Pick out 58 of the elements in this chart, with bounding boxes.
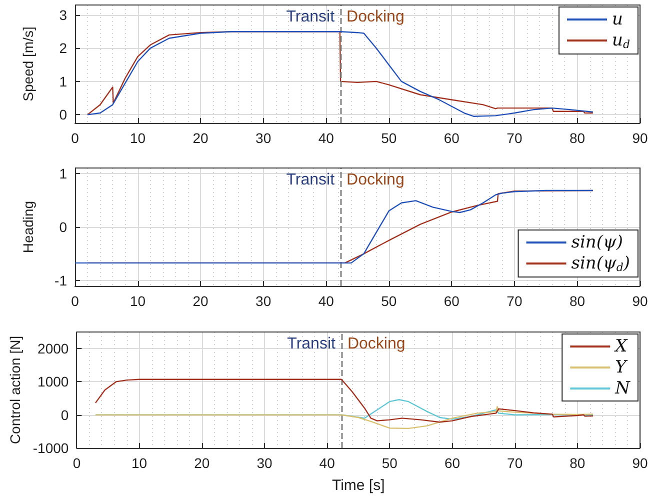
- legend-label: X: [613, 336, 628, 356]
- x-tick-label: 50: [382, 455, 398, 471]
- y-axis-title: Control action [N]: [7, 336, 23, 444]
- line-series: [94, 406, 594, 430]
- legend-label: u: [612, 10, 623, 30]
- y-tick-label: -1: [54, 272, 68, 289]
- y-tick-label: 1: [59, 73, 68, 90]
- y-tick-label: 2: [59, 40, 68, 56]
- x-tick-label: 60: [444, 130, 460, 146]
- x-tick-label: 40: [319, 455, 336, 471]
- x-tick-label: 80: [569, 130, 586, 146]
- x-tick-label: 30: [256, 293, 272, 309]
- x-tick-label: 80: [570, 455, 586, 471]
- x-tick-label: 90: [632, 455, 648, 471]
- x-tick-label: 40: [318, 130, 334, 146]
- x-tick-label: 70: [507, 455, 523, 471]
- y-tick-label: 2000: [38, 340, 69, 357]
- annotation: Transit: [286, 8, 336, 26]
- x-tick-label: 60: [444, 455, 460, 471]
- y-tick-label: 0: [59, 219, 68, 235]
- x-tick-label: 10: [130, 130, 146, 146]
- annotation: Docking: [346, 8, 404, 26]
- x-tick-label: 10: [130, 293, 146, 309]
- x-tick-label: 0: [71, 293, 80, 309]
- legend-label: sin(ψ): [571, 232, 623, 252]
- x-tick-label: 0: [72, 455, 81, 471]
- legend-label: Y: [615, 358, 628, 378]
- y-tick-label: 1000: [38, 374, 69, 390]
- line-series: [94, 378, 594, 423]
- annotation: Docking: [347, 336, 406, 352]
- x-tick-label: 20: [192, 130, 209, 146]
- x-tick-label: 30: [256, 455, 272, 471]
- y-tick-label: 1: [59, 165, 68, 182]
- y-tick-label: 0: [59, 106, 68, 123]
- annotation: Transit: [286, 172, 336, 188]
- annotation: Docking: [346, 172, 404, 188]
- x-tick-label: 60: [444, 293, 460, 309]
- y-axis-title: Speed [m/s]: [20, 26, 36, 102]
- x-tick-label: 90: [632, 130, 648, 146]
- x-tick-label: 80: [569, 293, 586, 309]
- y-tick-label: 3: [59, 6, 68, 23]
- x-tick-label: 20: [192, 293, 209, 309]
- x-tick-label: 0: [71, 130, 80, 146]
- x-tick-label: 50: [381, 130, 397, 146]
- x-tick-label: 30: [256, 130, 272, 146]
- annotation: Transit: [287, 336, 336, 352]
- x-tick-label: 20: [194, 455, 210, 471]
- y-tick-label: 0: [60, 406, 69, 423]
- y-tick-label: -1000: [32, 440, 69, 456]
- x-tick-label: 70: [506, 293, 522, 309]
- x-axis-title: Time [s]: [332, 477, 385, 494]
- legend-label: N: [614, 378, 632, 398]
- x-tick-label: 40: [318, 293, 334, 309]
- x-tick-label: 10: [132, 455, 148, 471]
- x-tick-label: 90: [632, 293, 648, 309]
- y-axis-title: Heading: [20, 200, 36, 254]
- x-tick-label: 50: [381, 293, 397, 309]
- x-tick-label: 70: [506, 130, 522, 146]
